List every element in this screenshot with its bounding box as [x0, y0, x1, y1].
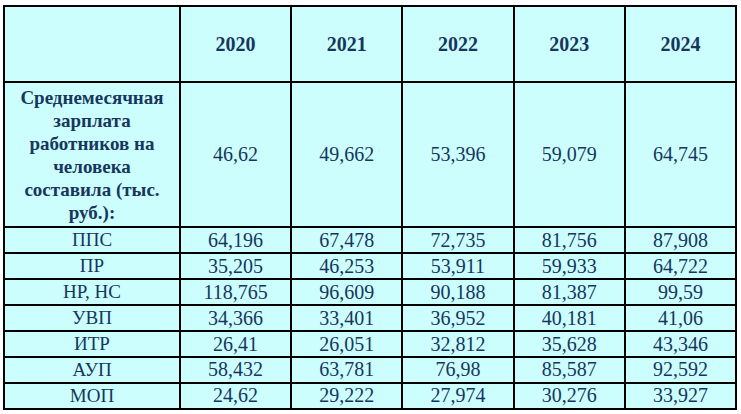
value-cell: 36,952	[402, 305, 513, 331]
value-cell: 26,41	[180, 331, 291, 357]
value-cell: 43,346	[625, 331, 736, 357]
value-cell: 29,222	[291, 383, 402, 409]
value-cell: 64,196	[180, 227, 291, 253]
row-label-pps: ППС	[4, 227, 180, 253]
value-cell: 24,62	[180, 383, 291, 409]
row-label-mop: МОП	[4, 383, 180, 409]
value-cell: 58,432	[180, 357, 291, 383]
row-label-aup: АУП	[4, 357, 180, 383]
value-cell: 27,974	[402, 383, 513, 409]
value-cell: 49,662	[291, 82, 402, 227]
value-cell: 81,756	[514, 227, 625, 253]
value-cell: 59,933	[514, 253, 625, 279]
table-row-pps: ППС 64,196 67,478 72,735 81,756 87,908	[4, 227, 736, 253]
table-header-row: 2020 2021 2022 2023 2024	[4, 6, 736, 82]
value-cell: 72,735	[402, 227, 513, 253]
value-cell: 30,276	[514, 383, 625, 409]
value-cell: 33,401	[291, 305, 402, 331]
value-cell: 63,781	[291, 357, 402, 383]
value-cell: 96,609	[291, 279, 402, 305]
value-cell: 64,722	[625, 253, 736, 279]
year-header-2020: 2020	[180, 6, 291, 82]
value-cell: 35,628	[514, 331, 625, 357]
value-cell: 67,478	[291, 227, 402, 253]
salary-table: 2020 2021 2022 2023 2024 Среднемесячная …	[3, 5, 737, 410]
year-header-2022: 2022	[402, 6, 513, 82]
value-cell: 26,051	[291, 331, 402, 357]
table-row-mop: МОП 24,62 29,222 27,974 30,276 33,927	[4, 383, 736, 409]
value-cell: 64,745	[625, 82, 736, 227]
table-row-average-salary: Среднемесячная зарплата работников на че…	[4, 82, 736, 227]
year-header-2023: 2023	[514, 6, 625, 82]
value-cell: 41,06	[625, 305, 736, 331]
corner-header-cell	[4, 6, 180, 82]
value-cell: 92,592	[625, 357, 736, 383]
table-row-pr: ПР 35,205 46,253 53,911 59,933 64,722	[4, 253, 736, 279]
value-cell: 35,205	[180, 253, 291, 279]
table-row-itr: ИТР 26,41 26,051 32,812 35,628 43,346	[4, 331, 736, 357]
value-cell: 33,927	[625, 383, 736, 409]
row-label-average-salary: Среднемесячная зарплата работников на че…	[4, 82, 180, 227]
value-cell: 90,188	[402, 279, 513, 305]
value-cell: 87,908	[625, 227, 736, 253]
table-row-nr-ns: НР, НС 118,765 96,609 90,188 81,387 99,5…	[4, 279, 736, 305]
value-cell: 53,396	[402, 82, 513, 227]
value-cell: 32,812	[402, 331, 513, 357]
row-label-uvp: УВП	[4, 305, 180, 331]
value-cell: 81,387	[514, 279, 625, 305]
value-cell: 76,98	[402, 357, 513, 383]
value-cell: 59,079	[514, 82, 625, 227]
table-row-aup: АУП 58,432 63,781 76,98 85,587 92,592	[4, 357, 736, 383]
year-header-2021: 2021	[291, 6, 402, 82]
year-header-2024: 2024	[625, 6, 736, 82]
value-cell: 46,253	[291, 253, 402, 279]
value-cell: 118,765	[180, 279, 291, 305]
table-row-uvp: УВП 34,366 33,401 36,952 40,181 41,06	[4, 305, 736, 331]
value-cell: 46,62	[180, 82, 291, 227]
value-cell: 85,587	[514, 357, 625, 383]
row-label-nr-ns: НР, НС	[4, 279, 180, 305]
value-cell: 53,911	[402, 253, 513, 279]
row-label-pr: ПР	[4, 253, 180, 279]
value-cell: 99,59	[625, 279, 736, 305]
row-label-itr: ИТР	[4, 331, 180, 357]
value-cell: 40,181	[514, 305, 625, 331]
value-cell: 34,366	[180, 305, 291, 331]
